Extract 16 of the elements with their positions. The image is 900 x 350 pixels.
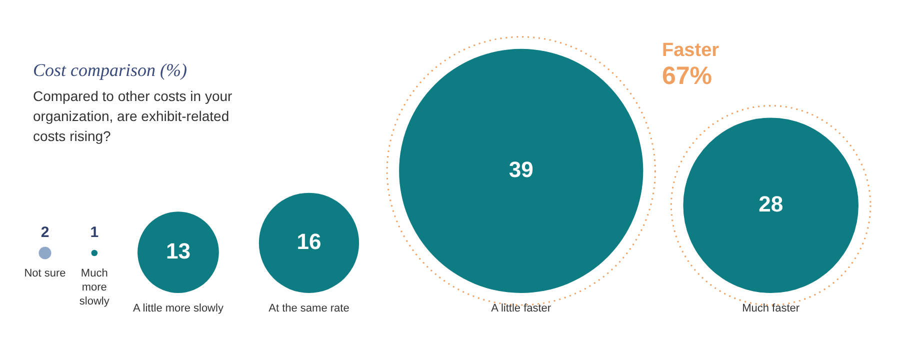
category-label: Not sure bbox=[24, 268, 66, 280]
category-label: At the same rate bbox=[268, 302, 350, 315]
category-label: A little more slowly bbox=[132, 302, 224, 315]
data-label: 13 bbox=[166, 238, 190, 264]
text: Cost comparison (%) bbox=[33, 60, 187, 81]
data-label: 28 bbox=[758, 191, 784, 216]
data-label: 1 bbox=[90, 224, 99, 241]
category-label: A little faster bbox=[491, 302, 552, 315]
data-label: 2 bbox=[40, 224, 50, 241]
text: Faster bbox=[662, 40, 720, 62]
data-label: 39 bbox=[508, 156, 534, 182]
category-label: Much faster bbox=[742, 302, 800, 315]
text: Compared to other costs in your organization, are exhibit-related costs rising? bbox=[33, 87, 234, 146]
data-label: 16 bbox=[296, 228, 322, 254]
text: 67% bbox=[662, 62, 714, 91]
category-label: Much more slowly bbox=[79, 268, 110, 308]
